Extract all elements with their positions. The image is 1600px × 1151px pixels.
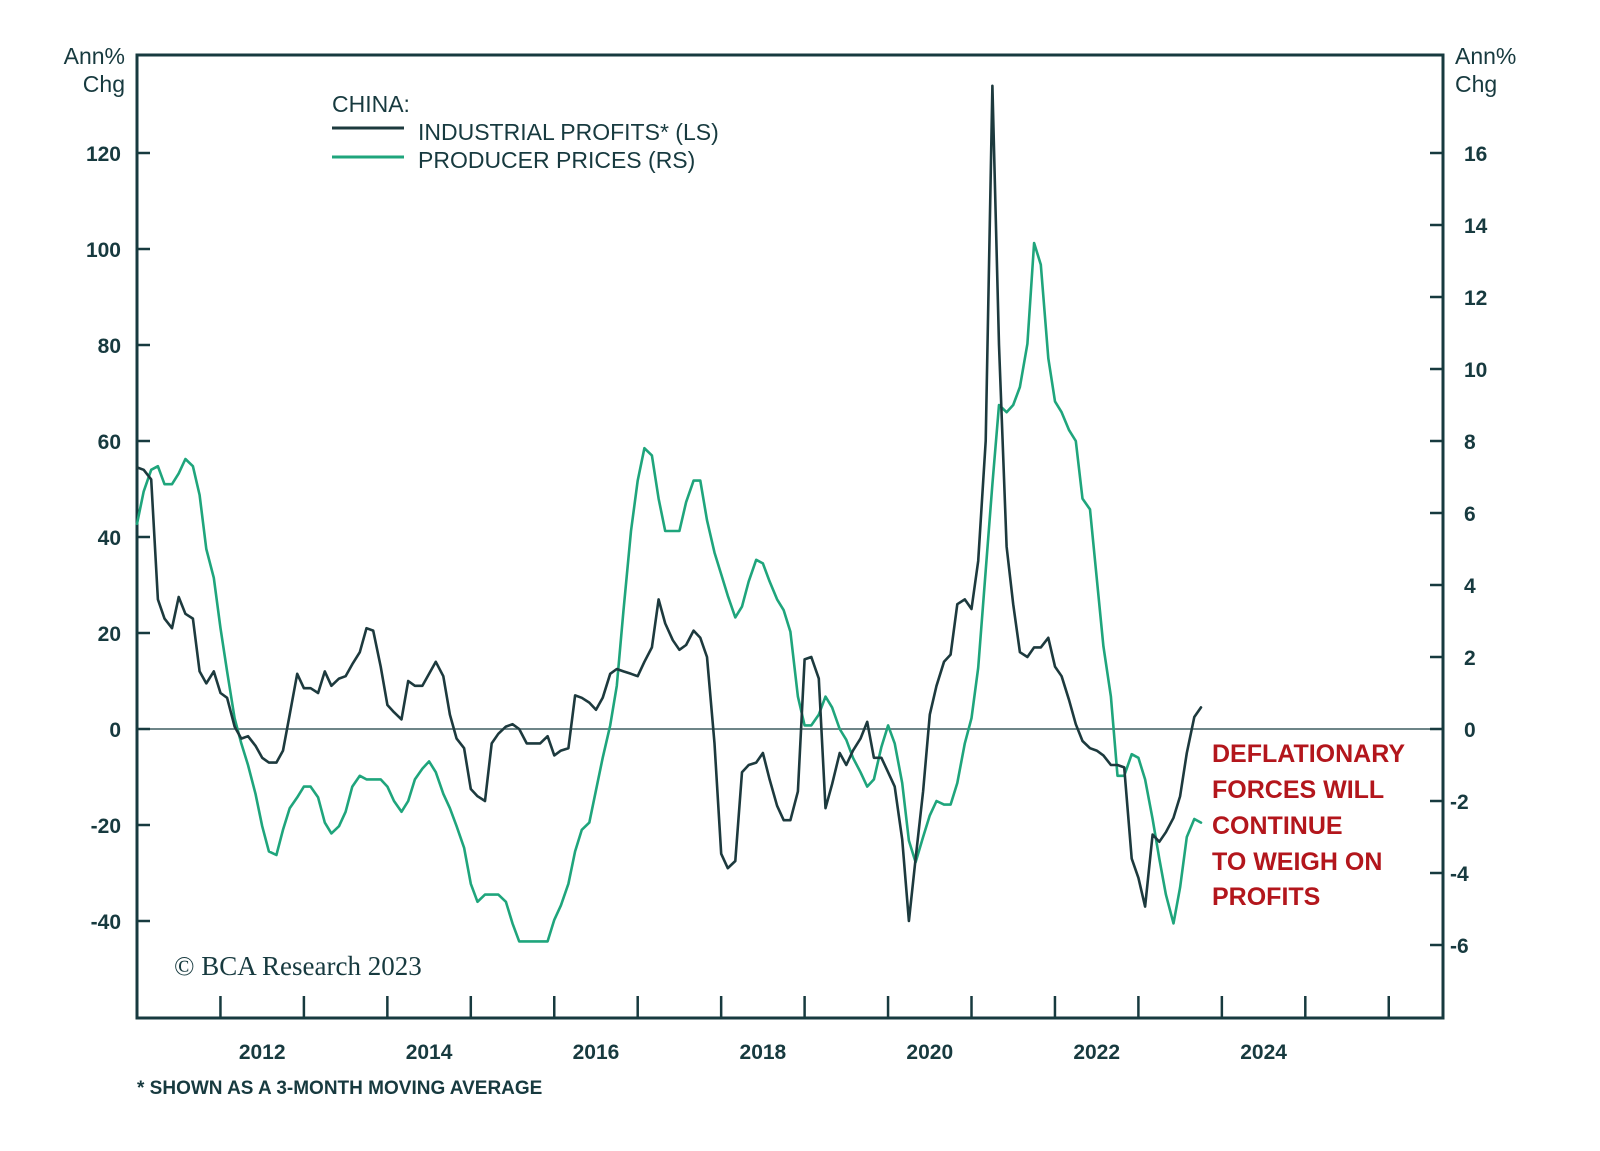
right-tick-label: 4 xyxy=(1464,575,1476,598)
annotation-line-3: CONTINUE xyxy=(1212,812,1343,840)
right-tick-label: 8 xyxy=(1464,431,1476,454)
series-line-producer-prices xyxy=(135,241,1203,943)
right-tick-label: -2 xyxy=(1450,791,1469,814)
legend-label-industrial-profits: INDUSTRIAL PROFITS* (LS) xyxy=(418,119,719,145)
right-axis-ticks: -6 -4 -2 0 2 4 6 8 10 12 14 16 xyxy=(1430,143,1488,958)
x-tick-label: 2020 xyxy=(906,1041,953,1064)
x-tick-label: 2014 xyxy=(406,1041,453,1064)
copyright: © BCA Research 2023 xyxy=(174,951,422,981)
footnote: * SHOWN AS A 3-MONTH MOVING AVERAGE xyxy=(137,1078,542,1099)
annotation-line-5: PROFITS xyxy=(1212,883,1320,911)
right-tick-label: -4 xyxy=(1450,863,1469,886)
annotation: DEFLATIONARY FORCES WILL CONTINUE TO WEI… xyxy=(1212,740,1405,911)
x-tick-label: 2016 xyxy=(573,1041,620,1064)
right-tick-label: 14 xyxy=(1464,215,1488,238)
left-tick-label: 0 xyxy=(109,719,121,742)
x-tick-label: 2018 xyxy=(740,1041,787,1064)
left-axis-unit-line1: Ann% xyxy=(64,43,125,69)
x-axis-ticks: 2012 2014 2016 2018 2020 2022 2024 xyxy=(219,996,1391,1064)
right-axis-unit-line2: Chg xyxy=(1455,71,1497,97)
right-tick-label: 2 xyxy=(1464,647,1476,670)
right-tick-label: 16 xyxy=(1464,143,1487,166)
series-layer xyxy=(135,84,1203,943)
x-tick-label: 2012 xyxy=(239,1041,286,1064)
series-line-industrial-profits xyxy=(135,84,1203,923)
right-tick-label: 12 xyxy=(1464,287,1487,310)
left-tick-label: -20 xyxy=(91,815,121,838)
legend-heading: CHINA: xyxy=(332,91,410,117)
annotation-line-2: FORCES WILL xyxy=(1212,776,1384,804)
annotation-line-4: TO WEIGH ON xyxy=(1212,848,1382,876)
legend-label-producer-prices: PRODUCER PRICES (RS) xyxy=(418,147,695,173)
right-tick-label: 10 xyxy=(1464,359,1487,382)
left-tick-label: 20 xyxy=(98,623,121,646)
x-tick-label: 2022 xyxy=(1073,1041,1120,1064)
right-tick-label: 0 xyxy=(1464,719,1476,742)
x-tick-label: 2024 xyxy=(1240,1041,1287,1064)
left-tick-label: -40 xyxy=(91,911,121,934)
left-tick-label: 100 xyxy=(86,239,121,262)
annotation-line-1: DEFLATIONARY xyxy=(1212,740,1405,768)
right-tick-label: -6 xyxy=(1450,935,1469,958)
left-tick-label: 80 xyxy=(98,335,121,358)
left-tick-label: 40 xyxy=(98,527,121,550)
legend: CHINA: INDUSTRIAL PROFITS* (LS) PRODUCER… xyxy=(332,91,719,173)
right-axis-unit-line1: Ann% xyxy=(1455,43,1516,69)
left-axis-ticks: -40 -20 0 20 40 60 80 100 120 xyxy=(86,143,150,934)
left-axis-unit-line2: Chg xyxy=(83,71,125,97)
left-tick-label: 60 xyxy=(98,431,121,454)
right-tick-label: 6 xyxy=(1464,503,1476,526)
left-tick-label: 120 xyxy=(86,143,121,166)
